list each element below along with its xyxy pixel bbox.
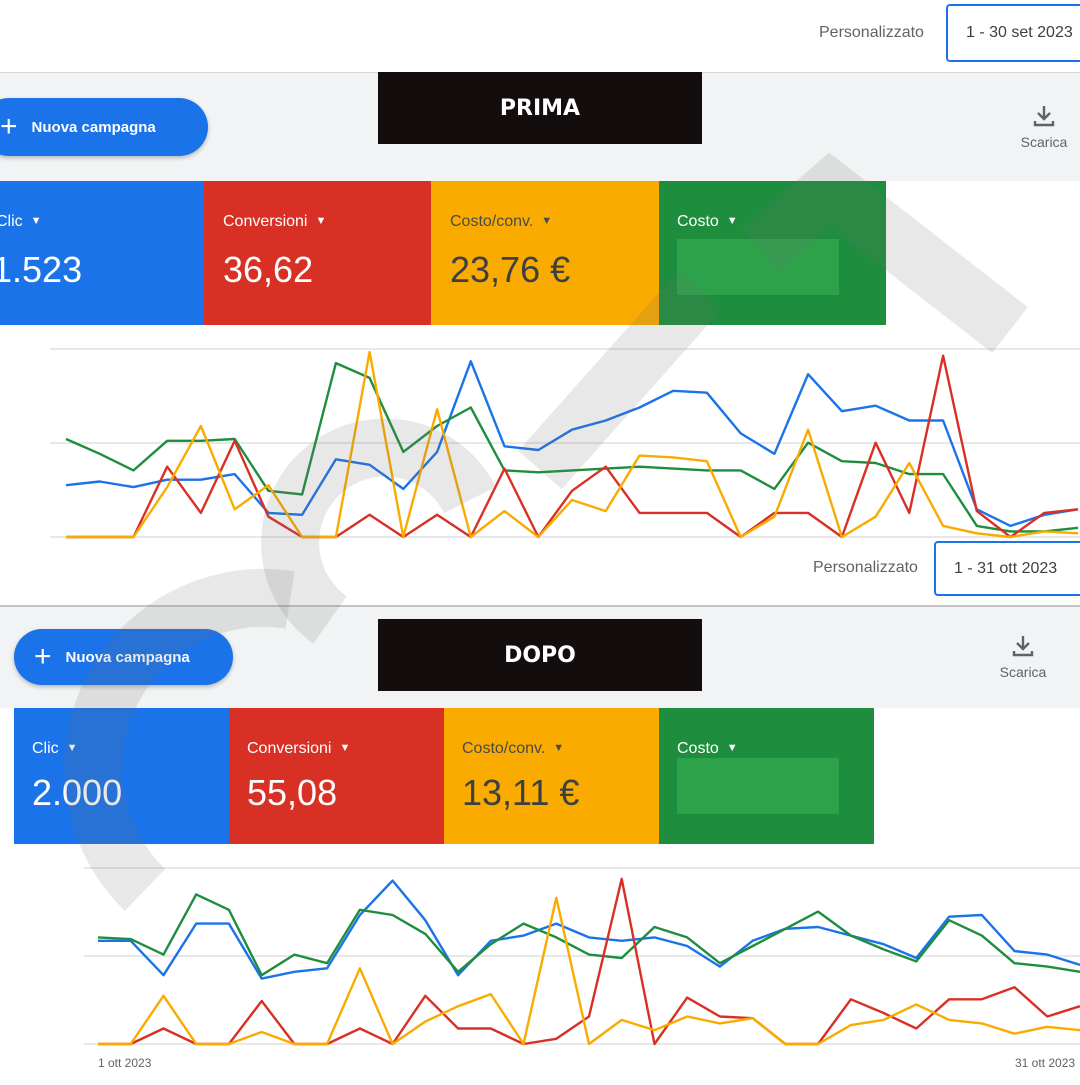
top-toolbar: Personalizzato 1 - 30 set 2023	[0, 0, 1080, 73]
range-type-label: Personalizzato	[819, 24, 924, 41]
metric-card-clicks[interactable]: Clic ▼ 2.000	[14, 708, 229, 844]
caret-down-icon: ▼	[726, 215, 738, 227]
after-banner: DOPO	[378, 619, 702, 691]
series-line-1	[65, 361, 1079, 533]
metric-card-cost[interactable]: Costo ▼	[659, 181, 886, 325]
download-icon	[1033, 106, 1055, 127]
metric-value: 36,62	[223, 249, 314, 290]
range-type-label: Personalizzato	[813, 559, 918, 576]
metric-label: Costo/conv. ▼	[462, 740, 565, 757]
caret-down-icon: ▼	[315, 215, 327, 227]
before-chart-area: Personalizzato 1 - 31 ott 2023	[0, 325, 1080, 605]
after-chart-area: 1 ott 2023 31 ott 2023	[14, 844, 1080, 1080]
new-campaign-button[interactable]: + Nuova campagna	[14, 629, 233, 685]
metric-value: 55,08	[247, 772, 338, 813]
metric-value: 23,76 €	[450, 249, 571, 290]
metric-card-cost-per-conversion[interactable]: Costo/conv. ▼ 13,11 €	[444, 708, 659, 844]
plus-icon: +	[34, 640, 52, 673]
series-line-2	[98, 877, 1080, 1046]
download-label: Scarica	[999, 664, 1047, 680]
metric-value: 13,11 €	[462, 772, 580, 813]
date-range-picker[interactable]: 1 - 30 set 2023	[946, 4, 1080, 62]
metric-label: Costo ▼	[677, 740, 738, 757]
series-line-3	[98, 896, 1080, 1046]
download-icon	[1012, 636, 1034, 657]
series-line-0	[65, 360, 1079, 528]
metric-card-cost[interactable]: Costo ▼	[659, 708, 874, 844]
download-label: Scarica	[1020, 134, 1068, 150]
download-button[interactable]: Scarica	[1008, 104, 1080, 150]
x-axis-end-label: 31 ott 2023	[1015, 1056, 1076, 1070]
metric-card-conversions[interactable]: Conversioni ▼ 55,08	[229, 708, 444, 844]
before-banner: PRIMA	[378, 72, 702, 144]
date-range-picker[interactable]: 1 - 31 ott 2023	[934, 541, 1080, 596]
caret-down-icon: ▼	[553, 742, 565, 754]
metric-value: 1.523	[0, 249, 83, 290]
redacted-value	[677, 758, 839, 814]
series-line-1	[97, 893, 1080, 977]
metric-value: 2.000	[32, 772, 123, 813]
metric-card-conversions[interactable]: Conversioni ▼ 36,62	[204, 181, 431, 325]
metric-card-clicks[interactable]: Clic ▼ 1.523	[0, 181, 204, 325]
caret-down-icon: ▼	[726, 742, 738, 754]
caret-down-icon: ▼	[66, 742, 78, 754]
metric-label: Clic ▼	[0, 213, 42, 230]
metric-label: Conversioni ▼	[247, 740, 351, 757]
redacted-value	[677, 239, 839, 295]
new-campaign-label: Nuova campagna	[31, 118, 156, 136]
plus-icon: +	[0, 110, 18, 143]
series-line-0	[98, 879, 1080, 980]
metric-label: Costo ▼	[677, 213, 738, 230]
before-line-chart	[50, 348, 1080, 539]
metric-label: Conversioni ▼	[223, 213, 327, 230]
after-line-chart	[84, 867, 1080, 1046]
series-line-3	[66, 350, 1079, 539]
caret-down-icon: ▼	[541, 215, 553, 227]
divider	[0, 605, 1080, 607]
caret-down-icon: ▼	[339, 742, 351, 754]
new-campaign-button[interactable]: + Nuova campagna	[0, 98, 208, 156]
metric-label: Costo/conv. ▼	[450, 213, 553, 230]
new-campaign-label: Nuova campagna	[65, 648, 190, 666]
metric-label: Clic ▼	[32, 740, 78, 757]
download-button[interactable]: Scarica	[987, 634, 1059, 680]
x-axis-start-label: 1 ott 2023	[98, 1056, 152, 1070]
metric-card-cost-per-conversion[interactable]: Costo/conv. ▼ 23,76 €	[431, 181, 659, 325]
series-line-2	[66, 354, 1079, 539]
caret-down-icon: ▼	[30, 215, 42, 227]
